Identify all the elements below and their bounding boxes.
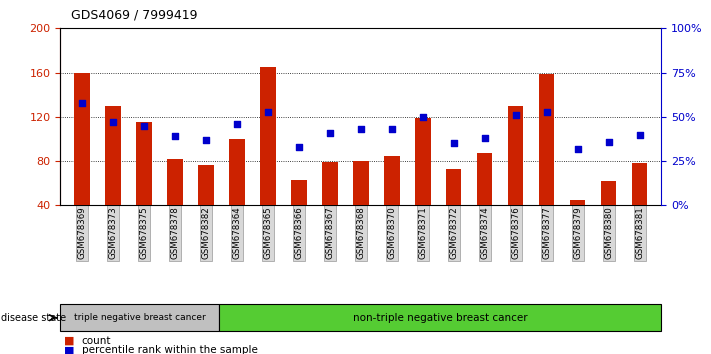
Point	[324, 130, 336, 136]
Text: disease state: disease state	[1, 313, 67, 323]
Bar	[291, 180, 306, 205]
Bar	[105, 106, 121, 205]
Point	[541, 109, 552, 114]
Bar	[415, 118, 431, 205]
Point	[479, 135, 491, 141]
Bar	[384, 155, 400, 205]
Bar	[260, 67, 276, 205]
Point	[201, 137, 212, 143]
Point	[139, 123, 150, 129]
Bar	[570, 200, 585, 205]
Text: triple negative breast cancer: triple negative breast cancer	[74, 313, 205, 322]
Text: ■: ■	[64, 336, 75, 346]
Bar	[446, 169, 461, 205]
Bar	[322, 162, 338, 205]
Bar	[137, 122, 151, 205]
Point	[355, 126, 367, 132]
Bar	[198, 166, 214, 205]
Bar	[601, 181, 616, 205]
Bar	[75, 73, 90, 205]
Text: non-triple negative breast cancer: non-triple negative breast cancer	[353, 313, 527, 323]
Bar	[508, 106, 523, 205]
Point	[510, 112, 521, 118]
Point	[76, 100, 87, 105]
Bar	[167, 159, 183, 205]
Point	[231, 121, 242, 127]
Bar	[229, 139, 245, 205]
Point	[417, 114, 429, 120]
Point	[572, 146, 583, 152]
Point	[107, 119, 119, 125]
Text: GDS4069 / 7999419: GDS4069 / 7999419	[71, 9, 198, 22]
Point	[262, 109, 274, 114]
Text: percentile rank within the sample: percentile rank within the sample	[82, 346, 257, 354]
Point	[634, 132, 646, 137]
Point	[386, 126, 397, 132]
Text: ■: ■	[64, 346, 75, 354]
Point	[169, 133, 181, 139]
Bar	[539, 74, 555, 205]
Point	[448, 141, 459, 146]
Point	[293, 144, 304, 150]
Point	[603, 139, 614, 144]
Bar	[477, 153, 493, 205]
Bar	[632, 163, 647, 205]
Text: count: count	[82, 336, 111, 346]
Bar	[353, 161, 368, 205]
